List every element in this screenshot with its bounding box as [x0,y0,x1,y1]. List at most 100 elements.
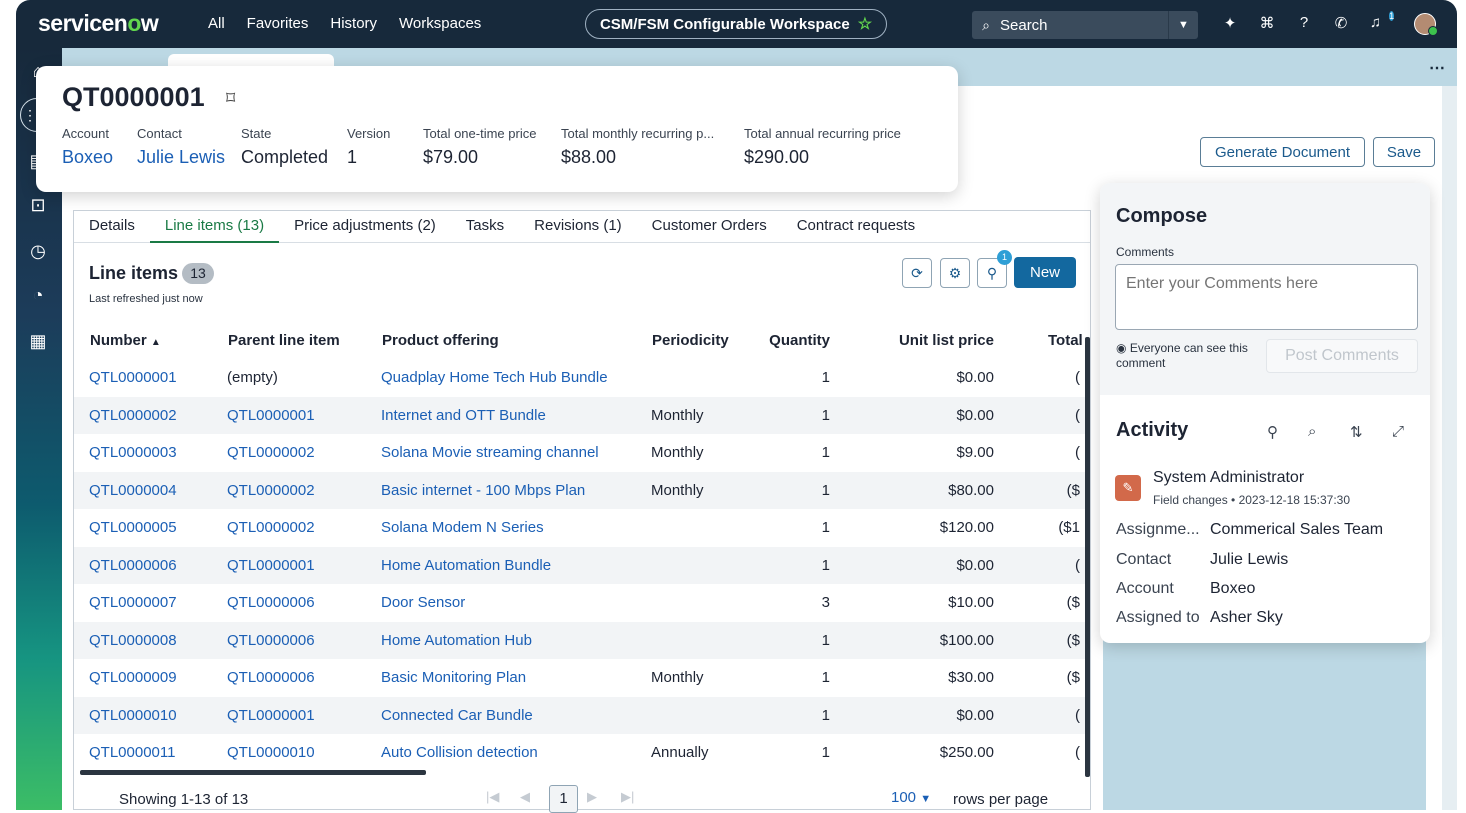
parent-line-item[interactable]: QTL0000002 [212,471,366,509]
global-search[interactable]: ⌕ Search ▼ [972,11,1198,39]
table-row[interactable]: QTL0000010 QTL0000001 Connected Car Bundle… [74,696,1086,734]
nav-all[interactable]: All [208,15,225,32]
search-scope-chevron-icon[interactable]: ▼ [1168,11,1198,39]
column-header-number[interactable]: Number ▲ [74,321,212,359]
number-link[interactable]: QTL0000002 [74,396,212,434]
parent-line-item[interactable]: QTL0000002 [227,444,315,462]
account-link[interactable]: Boxeo [62,147,114,167]
column-header-parent[interactable]: Parent line item [228,331,340,349]
number-link[interactable]: QTL0000001 [89,369,177,387]
sparkle-icon[interactable]: ✦ [1223,15,1237,32]
post-comments-button[interactable]: Post Comments [1266,339,1418,373]
help-icon[interactable]: ? [1299,14,1309,31]
parent-line-item[interactable]: QTL0000002 [227,519,315,537]
chat-icon[interactable]: ⌘ [1259,15,1275,32]
number-link[interactable]: QTL0000008 [74,621,212,659]
product-offering-link[interactable]: Solana Movie streaming channel [381,444,599,462]
product-offering-link[interactable]: Connected Car Bundle [366,696,636,734]
number-link[interactable]: QTL0000005 [89,519,177,537]
column-header-total-adjustment[interactable]: Total adjustment [1048,331,1086,349]
column-header-unit-list-price[interactable]: Unit list price [898,331,994,349]
table-row[interactable]: QTL0000011 QTL0000010 Auto Collision detec… [74,734,1086,772]
table-row[interactable]: QTL0000002 QTL0000001 Internet and OTT Bun… [74,396,1086,434]
table-row[interactable]: QTL0000007 QTL0000006 Door Sensor 3 $10.00 ($ [74,584,1086,622]
new-button[interactable]: New [1014,257,1076,288]
tab-price-adjustments[interactable]: Price adjustments (2) [294,217,436,234]
star-icon[interactable]: ☆ [857,16,873,33]
rows-per-page-select[interactable]: 100 ▼ [891,789,931,806]
tab-tasks[interactable]: Tasks [465,217,505,234]
vertical-scrollbar[interactable] [1085,337,1090,777]
nav-history[interactable]: History [330,15,378,32]
first-page-icon[interactable]: |◀ [486,789,500,804]
product-offering-link[interactable]: Home Automation Bundle [366,546,636,584]
number-link[interactable]: QTL0000010 [74,696,212,734]
expand-icon[interactable]: ⤢ [1392,423,1405,440]
search-icon[interactable]: ⌕ [1308,423,1317,440]
parent-line-item[interactable]: QTL0000001 [212,696,366,734]
filter-button[interactable]: ⚲ 1 [977,250,1012,288]
save-button[interactable]: Save [1373,137,1435,167]
table-row[interactable]: QTL0000004 QTL0000002 Basic internet - 100… [74,471,1086,509]
nav-workspaces[interactable]: Workspaces [399,15,482,32]
comments-input[interactable] [1115,264,1418,330]
tab-details[interactable]: Details [89,217,135,234]
number-link[interactable]: QTL0000006 [74,546,212,584]
last-page-icon[interactable]: ▶| [621,789,635,804]
refresh-button[interactable]: ⟳ [902,258,932,288]
product-offering-link[interactable]: Home Automation Hub [366,621,636,659]
settings-button[interactable]: ⚙ [940,258,970,288]
table-row[interactable]: QTL0000009 QTL0000006 Basic Monitoring Pla… [74,659,1086,697]
product-offering-link[interactable]: Internet and OTT Bundle [366,396,636,434]
product-offering-link[interactable]: Solana Modem N Series [381,519,544,537]
workspace-pill[interactable]: CSM/FSM Configurable Workspace ☆ [585,9,887,39]
bell-icon[interactable]: ♫ 1 [1369,11,1395,31]
phone-icon[interactable]: ✆ [1334,15,1348,32]
current-page[interactable]: 1 [549,785,578,813]
horizontal-scrollbar[interactable] [80,770,426,775]
generate-document-button[interactable]: Generate Document [1200,137,1365,167]
tab-customer-orders[interactable]: Customer Orders [651,217,767,234]
parent-line-item[interactable]: QTL0000006 [227,594,315,612]
number-link[interactable]: QTL0000009 [89,669,177,687]
parent-line-item[interactable]: QTL0000001 [212,546,366,584]
number-link[interactable]: QTL0000004 [74,471,212,509]
nav-favorites[interactable]: Favorites [246,15,309,32]
column-header-product-offering[interactable]: Product offering [382,331,499,349]
servicenow-logo[interactable]: servicenow [38,10,159,36]
table-row[interactable]: QTL0000008 QTL0000006 Home Automation Hub 1… [74,621,1086,659]
number-link[interactable]: QTL0000003 [89,444,177,462]
next-page-icon[interactable]: ▶ [587,789,597,804]
table-row[interactable]: QTL0000003 QTL0000002 Solana Movie streami… [74,434,1086,472]
inbox-icon[interactable]: ⊡ [30,195,46,215]
product-offering-link[interactable]: Basic internet - 100 Mbps Plan [366,471,636,509]
parent-line-item[interactable]: QTL0000001 [212,396,366,434]
product-offering-link[interactable]: Basic Monitoring Plan [381,669,527,687]
number-link[interactable]: QTL0000007 [89,594,177,612]
parent-line-item[interactable]: QTL0000006 [227,669,315,687]
table-row[interactable]: QTL0000005 QTL0000002 Solana Modem N Serie… [74,509,1086,547]
filter-icon[interactable]: ⚲ [1267,424,1278,441]
contact-link[interactable]: Julie Lewis [137,147,226,167]
product-offering-link[interactable]: Quadplay Home Tech Hub Bundle [381,369,608,387]
tag-icon[interactable]: ⌑ [226,88,236,108]
parent-line-item[interactable]: QTL0000010 [227,744,315,762]
tab-contract-requests[interactable]: Contract requests [796,217,916,234]
tab-line-items[interactable]: Line items (13) [149,211,280,243]
analytics-icon[interactable]: ◔ [32,285,44,305]
number-link[interactable]: QTL0000011 [89,744,176,762]
clock-icon[interactable]: ◷ [30,241,46,261]
product-offering-link[interactable]: Auto Collision detection [381,744,538,762]
user-avatar[interactable] [1414,13,1438,36]
prev-page-icon[interactable]: ◀ [520,789,530,804]
parent-line-item[interactable]: QTL0000006 [212,621,366,659]
table-row[interactable]: QTL0000006 QTL0000001 Home Automation Bund… [74,546,1086,584]
column-header-periodicity[interactable]: Periodicity [652,331,729,349]
calendar-icon[interactable]: ▦ [29,331,47,351]
more-icon[interactable]: ⋯ [1429,60,1445,77]
product-offering-link[interactable]: Door Sensor [381,594,466,612]
sort-icon[interactable]: ⇅ [1350,424,1363,441]
table-row[interactable]: QTL0000001 (empty) Quadplay Home Tech Hub … [74,359,1086,397]
column-header-quantity[interactable]: Quantity [769,331,830,349]
tab-revisions[interactable]: Revisions (1) [534,217,622,234]
